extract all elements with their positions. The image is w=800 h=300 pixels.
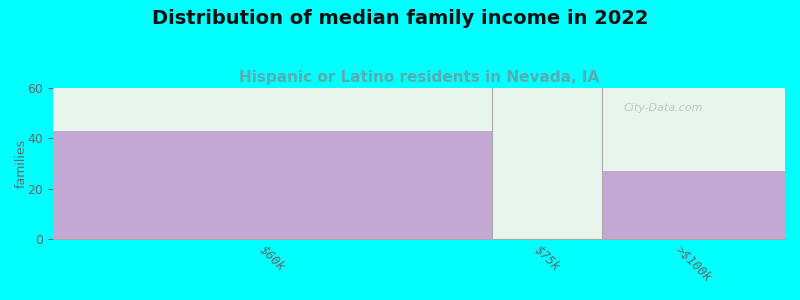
Bar	[602, 171, 785, 239]
Bar	[602, 88, 785, 239]
Bar	[53, 130, 492, 239]
Y-axis label: families: families	[15, 139, 28, 188]
Title: Hispanic or Latino residents in Nevada, IA: Hispanic or Latino residents in Nevada, …	[238, 70, 599, 85]
Text: Distribution of median family income in 2022: Distribution of median family income in …	[152, 9, 648, 28]
Bar	[492, 88, 602, 239]
Text: City-Data.com: City-Data.com	[624, 103, 703, 113]
Bar	[53, 88, 492, 239]
